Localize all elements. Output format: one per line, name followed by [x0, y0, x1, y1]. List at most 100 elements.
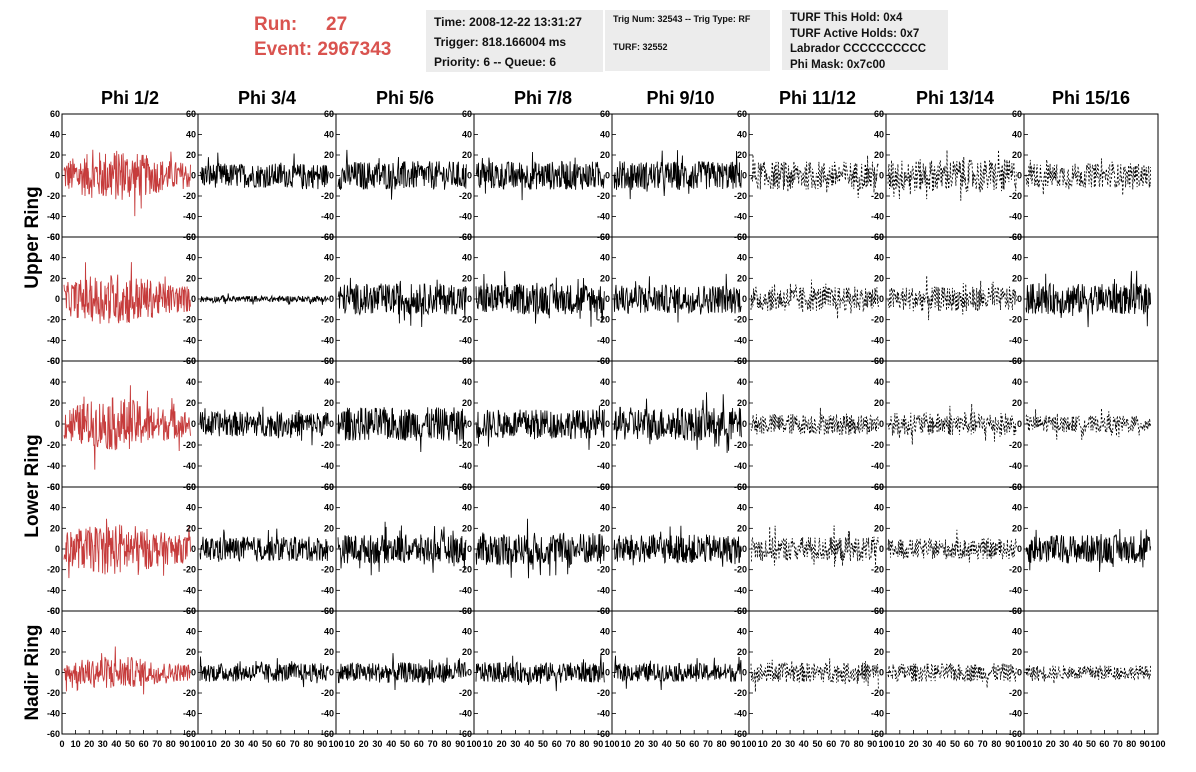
y-tick-label: 0 — [329, 668, 334, 678]
x-tick-label: 40 — [1073, 739, 1083, 749]
x-tick-label: 70 — [566, 739, 576, 749]
waveform-trace — [1025, 665, 1152, 684]
y-tick-label: -40 — [459, 709, 472, 719]
waveform-trace — [1025, 408, 1152, 440]
y-tick-label: -20 — [47, 315, 60, 325]
y-tick-label: -40 — [597, 335, 610, 345]
y-tick-label: 0 — [467, 668, 472, 678]
waveform-trace — [887, 529, 1017, 563]
y-tick-label: 0 — [55, 419, 60, 429]
waveform-trace — [1025, 158, 1152, 196]
y-tick-label: 0 — [742, 419, 747, 429]
column-title: Phi 3/4 — [238, 88, 296, 108]
y-tick-label: 40 — [324, 253, 334, 263]
x-tick-label: 30 — [648, 739, 658, 749]
y-tick-label: -40 — [459, 585, 472, 595]
x-tick-label: 40 — [386, 739, 396, 749]
waveform-trace — [337, 277, 467, 328]
y-tick-label: 20 — [462, 150, 472, 160]
x-tick-label: 60 — [276, 739, 286, 749]
waveform-trace — [475, 151, 605, 201]
x-tick-label: 70 — [1113, 739, 1123, 749]
x-tick-label: 30 — [1059, 739, 1069, 749]
y-tick-label: -40 — [597, 212, 610, 222]
y-tick-label: 40 — [600, 503, 610, 513]
y-tick-label: -40 — [1009, 585, 1022, 595]
x-tick-label: 80 — [579, 739, 589, 749]
y-tick-label: 60 — [1012, 606, 1022, 616]
x-tick-label: 90 — [455, 739, 465, 749]
y-tick-label: 20 — [874, 647, 884, 657]
y-tick-label: 0 — [605, 171, 610, 181]
waveform-trace — [887, 149, 1017, 201]
y-tick-label: 0 — [605, 419, 610, 429]
waveform-trace — [475, 271, 605, 327]
y-tick-label: 0 — [1017, 544, 1022, 554]
priority-text: Priority: 6 -- Queue: 6 — [434, 55, 557, 69]
waveform-trace — [887, 662, 1017, 688]
y-tick-label: -20 — [459, 315, 472, 325]
y-tick-label: 60 — [186, 356, 196, 366]
y-tick-label: -20 — [183, 565, 196, 575]
x-tick-label: 20 — [634, 739, 644, 749]
y-tick-label: 40 — [737, 627, 747, 637]
y-tick-label: 0 — [329, 544, 334, 554]
y-tick-label: -60 — [47, 729, 60, 739]
waveform-trace — [613, 150, 742, 200]
y-tick-label: 20 — [737, 647, 747, 657]
y-tick-label: -20 — [183, 315, 196, 325]
waveform-trace — [750, 279, 879, 319]
y-tick-label: 40 — [462, 377, 472, 387]
x-tick-label: 50 — [812, 739, 822, 749]
y-tick-label: -40 — [734, 585, 747, 595]
waveform-trace — [337, 521, 467, 576]
y-tick-label: 40 — [50, 503, 60, 513]
x-tick-label: 70 — [840, 739, 850, 749]
y-tick-label: -40 — [871, 212, 884, 222]
y-tick-label: 20 — [186, 398, 196, 408]
y-tick-label: -40 — [321, 335, 334, 345]
y-tick-label: 40 — [600, 130, 610, 140]
y-tick-label: -20 — [734, 688, 747, 698]
x-tick-label: 100 — [466, 739, 481, 749]
phi-mask-text: Phi Mask: 0x7c00 — [790, 58, 886, 71]
y-tick-label: -20 — [597, 315, 610, 325]
y-tick-label: -20 — [597, 688, 610, 698]
y-tick-label: 0 — [191, 544, 196, 554]
y-tick-label: 20 — [874, 523, 884, 533]
y-tick-label: -40 — [871, 461, 884, 471]
x-tick-label: 50 — [950, 739, 960, 749]
y-tick-label: 60 — [324, 109, 334, 119]
x-tick-label: 90 — [1005, 739, 1015, 749]
y-tick-label: -40 — [183, 461, 196, 471]
y-tick-label: 0 — [605, 668, 610, 678]
y-tick-label: 20 — [50, 150, 60, 160]
y-tick-label: 20 — [186, 523, 196, 533]
y-tick-label: 0 — [879, 544, 884, 554]
y-tick-label: -40 — [597, 461, 610, 471]
x-tick-label: 60 — [826, 739, 836, 749]
column-title: Phi 5/6 — [376, 88, 434, 108]
y-tick-label: -20 — [321, 688, 334, 698]
x-tick-label: 10 — [758, 739, 768, 749]
y-tick-label: 0 — [329, 171, 334, 181]
y-tick-label: 60 — [737, 606, 747, 616]
y-tick-label: 60 — [737, 356, 747, 366]
y-tick-label: -40 — [1009, 461, 1022, 471]
y-tick-label: -40 — [734, 709, 747, 719]
y-tick-label: 60 — [1012, 232, 1022, 242]
y-tick-label: -40 — [734, 335, 747, 345]
y-tick-label: 20 — [874, 273, 884, 283]
x-tick-label: 70 — [290, 739, 300, 749]
x-tick-label: 40 — [248, 739, 258, 749]
column-title: Phi 13/14 — [916, 88, 994, 108]
y-tick-label: 60 — [874, 109, 884, 119]
y-tick-label: 0 — [191, 668, 196, 678]
x-tick-label: 100 — [328, 739, 343, 749]
x-tick-label: 60 — [964, 739, 974, 749]
y-tick-label: 60 — [186, 482, 196, 492]
waveform-trace — [475, 405, 605, 450]
x-tick-label: 10 — [207, 739, 217, 749]
y-tick-label: 40 — [600, 377, 610, 387]
y-tick-label: 20 — [186, 273, 196, 283]
